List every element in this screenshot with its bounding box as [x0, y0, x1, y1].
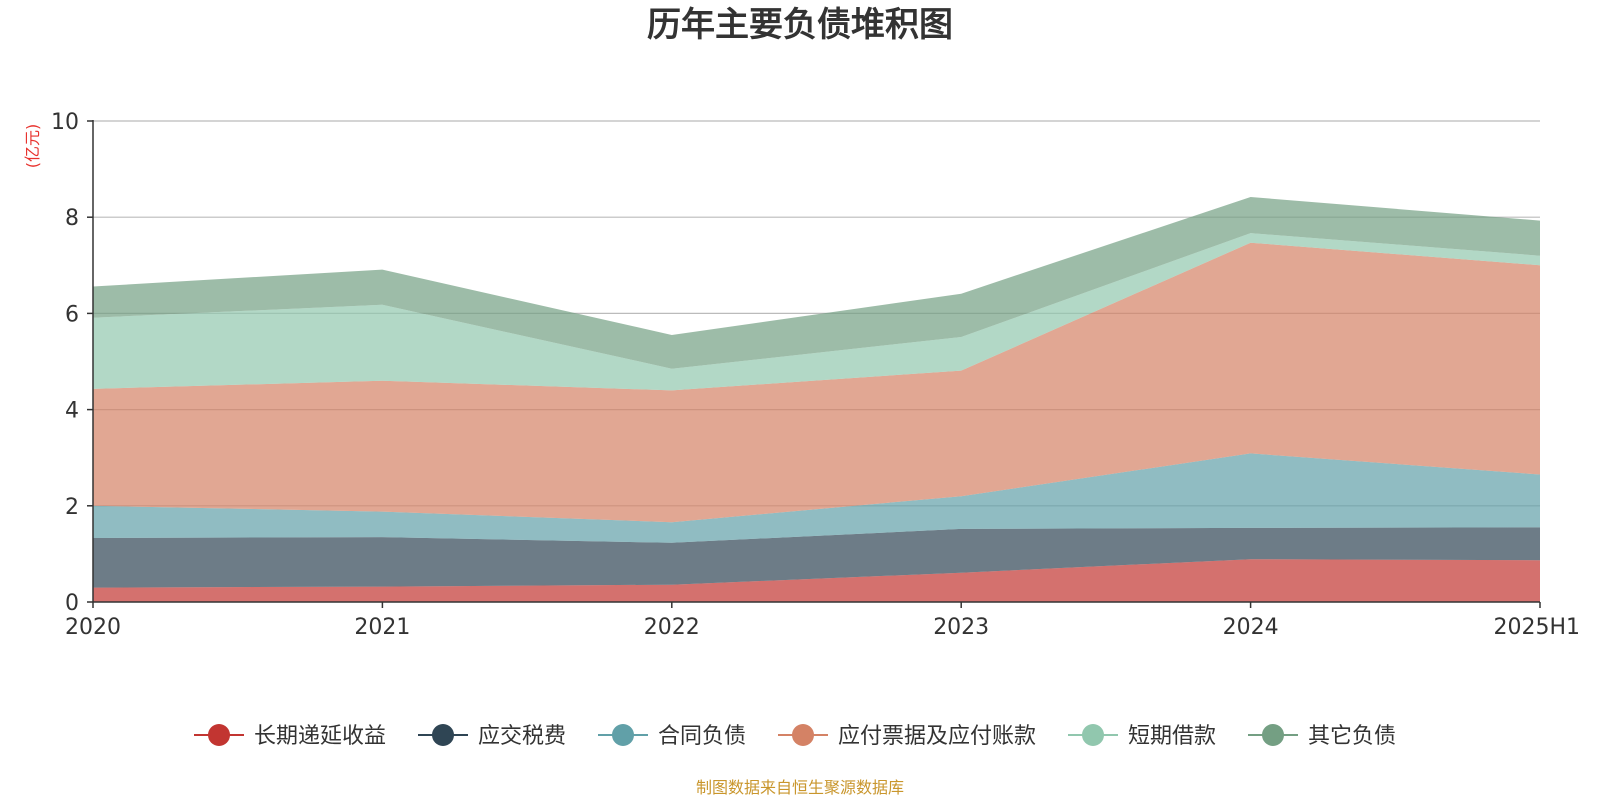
legend-marker-icon	[208, 724, 230, 746]
x-tick-label: 2020	[65, 615, 121, 640]
legend-label: 应付票据及应付账款	[838, 724, 1036, 749]
legend-marker-icon	[1262, 724, 1284, 746]
area-series-4	[93, 233, 1540, 391]
legend: 长期递延收益 应交税费 合同负债 应付票据及应付账款 短期借款 其它负债	[194, 724, 1396, 749]
area-series-5	[93, 197, 1540, 369]
legend-item-3[interactable]: 应付票据及应付账款	[778, 724, 1036, 749]
legend-label: 短期借款	[1128, 724, 1216, 749]
legend-item-5[interactable]: 其它负债	[1248, 724, 1396, 749]
y-tick-label: 0	[65, 591, 79, 616]
legend-item-4[interactable]: 短期借款	[1068, 724, 1216, 749]
chart-title: 历年主要负债堆积图	[647, 5, 953, 45]
legend-marker-icon	[612, 724, 634, 746]
legend-item-0[interactable]: 长期递延收益	[194, 724, 386, 749]
area-series-1	[93, 527, 1540, 588]
y-tick-label: 2	[65, 495, 79, 520]
x-tick-label: 2024	[1223, 615, 1279, 640]
x-tick-label: 2025H1	[1493, 615, 1580, 640]
x-tick-label: 2021	[354, 615, 410, 640]
y-tick-label: 6	[65, 302, 79, 327]
axes: 0 2 4 6 8 10 2020 2021 2022 2023 2024 2025H1	[51, 110, 1580, 640]
x-tick-label: 2023	[933, 615, 989, 640]
legend-item-2[interactable]: 合同负债	[598, 724, 746, 749]
legend-marker-icon	[1082, 724, 1104, 746]
source-note: 制图数据来自恒生聚源数据库	[696, 778, 904, 797]
legend-label: 长期递延收益	[254, 724, 386, 749]
area-series-0	[93, 559, 1540, 602]
y-tick-label: 10	[51, 110, 79, 135]
y-axis-unit-label: (亿元)	[23, 124, 42, 169]
y-tick-label: 8	[65, 206, 79, 231]
legend-item-1[interactable]: 应交税费	[418, 724, 566, 749]
area-series-group	[93, 197, 1540, 602]
y-tick-label: 4	[65, 399, 79, 424]
area-series-2	[93, 453, 1540, 543]
area-series-3	[93, 242, 1540, 523]
legend-label: 其它负债	[1308, 724, 1396, 749]
x-tick-label: 2022	[644, 615, 700, 640]
legend-marker-icon	[792, 724, 814, 746]
legend-marker-icon	[432, 724, 454, 746]
legend-label: 应交税费	[478, 724, 566, 749]
legend-label: 合同负债	[658, 724, 746, 749]
